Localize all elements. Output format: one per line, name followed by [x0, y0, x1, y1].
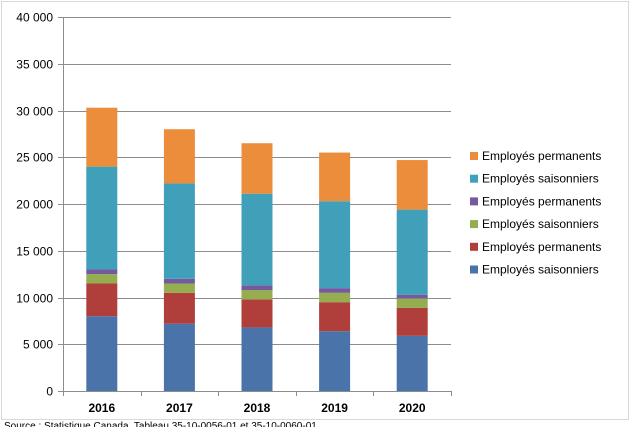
source-note: Source : Statistique Canada. Tableau 35-… — [4, 421, 317, 427]
bar-segment — [241, 143, 273, 194]
bar-segment — [241, 327, 273, 391]
bar-segment — [241, 193, 273, 286]
bar-segment — [396, 335, 428, 391]
x-tick-label: 2018 — [244, 401, 271, 415]
axes — [58, 17, 452, 396]
x-tick-label: 2020 — [399, 401, 426, 415]
y-tick-label: 25 000 — [16, 151, 53, 165]
x-tick-labels: 2016 2017 2018 2019 2020 — [88, 401, 425, 415]
legend-label: Employés saisonniers — [482, 172, 599, 186]
bar-segment — [163, 283, 195, 293]
bar-segment — [396, 298, 428, 308]
legend-label: Employés saisonniers — [482, 217, 599, 231]
bar-segment — [163, 278, 195, 284]
bar-segment — [86, 283, 118, 317]
bar-segment — [86, 316, 118, 391]
bar-segment — [319, 288, 351, 293]
bar-segment — [163, 129, 195, 184]
y-tick-label: 0 — [46, 385, 53, 399]
y-tick-label: 10 000 — [16, 292, 53, 306]
x-tick-label: 2017 — [166, 401, 193, 415]
x-tick-label: 2019 — [321, 401, 348, 415]
legend-swatch — [470, 174, 478, 183]
bar-segment — [86, 166, 118, 270]
legend-swatch — [470, 152, 478, 160]
bar-segment — [319, 292, 351, 303]
bar-segment — [319, 302, 351, 332]
bar-segment — [396, 294, 428, 299]
legend-label: Employés permanents — [482, 240, 601, 254]
y-tick-label: 40 000 — [16, 11, 53, 25]
bar-segment — [241, 299, 273, 328]
bar-segment — [319, 331, 351, 391]
bar-segment — [163, 323, 195, 391]
bar-segment — [396, 307, 428, 336]
bar-segment — [241, 285, 273, 291]
bar-segment — [241, 290, 273, 300]
legend-label: Employés permanents — [482, 149, 601, 163]
legend-label: Employés permanents — [482, 194, 601, 208]
bar-segment — [163, 183, 195, 279]
bar-segment — [396, 160, 428, 210]
bar-segment — [86, 274, 118, 284]
bar-segment — [86, 269, 118, 275]
bars — [86, 107, 428, 391]
bar-segment — [396, 209, 428, 295]
y-tick-label: 20 000 — [16, 198, 53, 212]
y-tick-labels: 0 5 000 10 000 15 000 20 000 25 000 30 000 35 0… — [16, 11, 53, 399]
legend: Employés permanents Employés saisonniers E… — [470, 149, 601, 277]
y-tick-label: 30 000 — [16, 105, 53, 119]
bar-segment — [319, 201, 351, 289]
chart-frame — [1, 1, 629, 420]
legend-swatch — [470, 197, 478, 206]
y-tick-label: 35 000 — [16, 58, 53, 72]
bar-segment — [319, 152, 351, 202]
legend-swatch — [470, 265, 478, 274]
x-tick-label: 2016 — [88, 401, 115, 415]
y-tick-label: 15 000 — [16, 245, 53, 259]
bar-segment — [163, 292, 195, 324]
legend-label: Employés saisonniers — [482, 263, 599, 277]
bar-segment — [86, 107, 118, 167]
legend-swatch — [470, 242, 478, 251]
gridlines — [63, 17, 451, 345]
y-tick-label: 5 000 — [23, 338, 53, 352]
legend-swatch — [470, 220, 478, 229]
